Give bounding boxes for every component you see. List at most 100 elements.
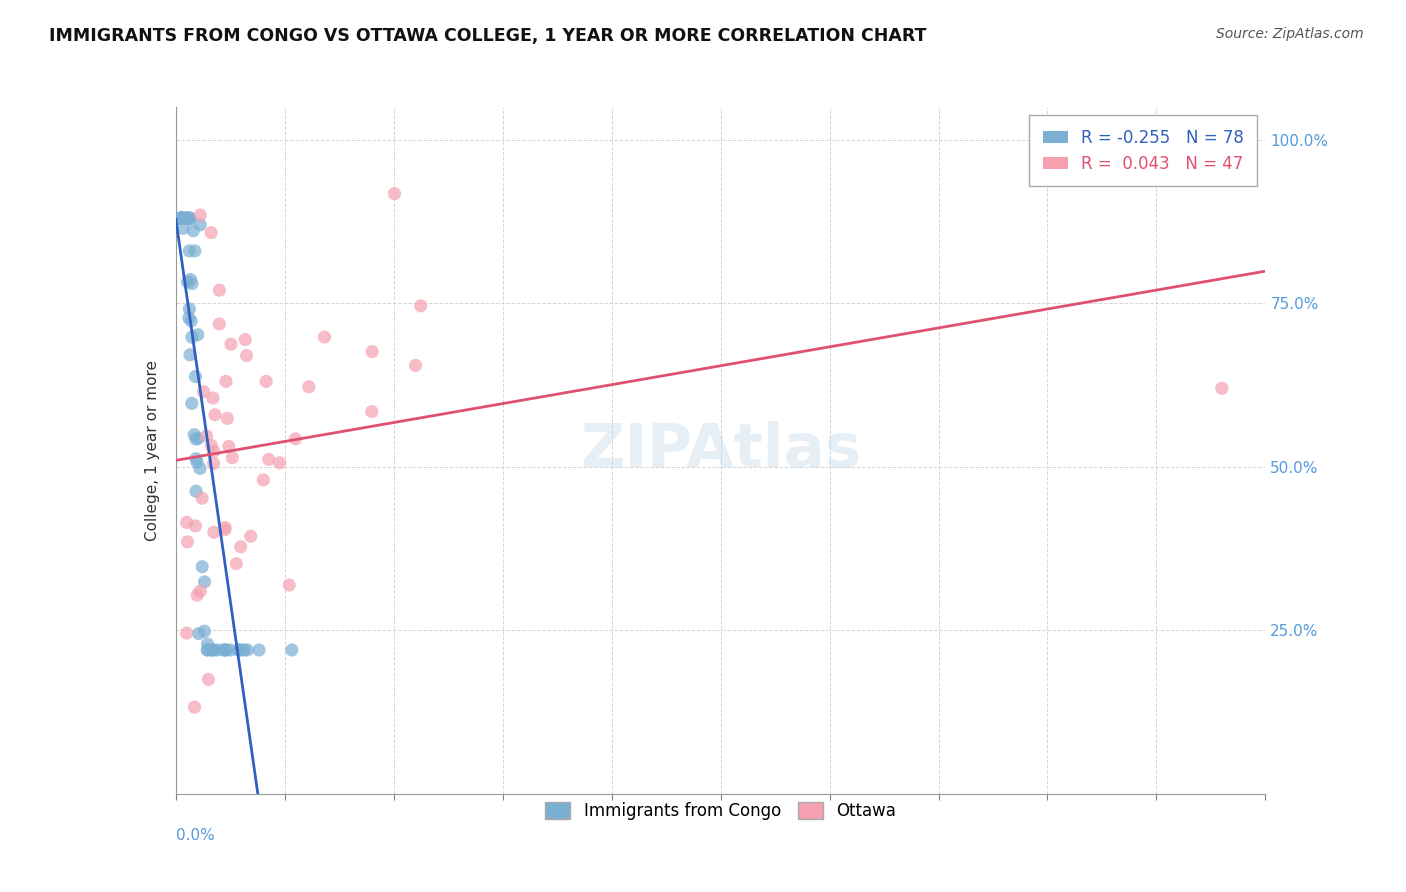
Point: [170, 211, 193, 226]
Point: [233, 643, 256, 657]
Point: [170, 211, 193, 226]
Point: [179, 244, 201, 258]
Point: [239, 529, 262, 543]
Point: [229, 540, 252, 554]
Point: [254, 375, 277, 389]
Point: [214, 643, 236, 657]
Point: [201, 643, 224, 657]
Point: [170, 211, 193, 226]
Point: [231, 643, 253, 657]
Point: [170, 211, 193, 226]
Point: [187, 432, 209, 446]
Point: [191, 491, 214, 506]
Point: [257, 452, 280, 467]
Point: [179, 211, 201, 226]
Point: [183, 700, 205, 714]
Point: [187, 626, 209, 640]
Point: [197, 673, 219, 687]
Text: Source: ZipAtlas.com: Source: ZipAtlas.com: [1216, 27, 1364, 41]
Point: [179, 301, 201, 316]
Point: [172, 211, 194, 226]
Point: [197, 643, 219, 657]
Point: [361, 344, 384, 359]
Point: [235, 349, 257, 363]
Point: [217, 411, 239, 425]
Point: [212, 643, 235, 657]
Point: [186, 588, 208, 602]
Point: [1211, 381, 1233, 395]
Point: [200, 643, 222, 657]
Point: [176, 275, 198, 289]
Point: [176, 534, 198, 549]
Point: [176, 626, 198, 640]
Point: [173, 211, 195, 226]
Point: [208, 283, 231, 297]
Point: [197, 637, 219, 651]
Point: [170, 211, 193, 226]
Point: [173, 211, 195, 226]
Point: [215, 375, 238, 389]
Point: [184, 369, 207, 384]
Point: [195, 429, 218, 443]
Point: [170, 211, 193, 226]
Point: [360, 404, 382, 418]
Point: [202, 525, 225, 540]
Point: [188, 461, 211, 475]
Point: [208, 317, 231, 331]
Point: [228, 643, 250, 657]
Point: [176, 211, 198, 226]
Point: [204, 408, 226, 422]
Point: [170, 211, 193, 226]
Legend: Immigrants from Congo, Ottawa: Immigrants from Congo, Ottawa: [538, 796, 903, 827]
Point: [170, 211, 193, 226]
Point: [219, 643, 242, 657]
Point: [188, 218, 211, 232]
Point: [218, 439, 240, 453]
Point: [177, 310, 200, 325]
Point: [207, 643, 229, 657]
Point: [173, 211, 195, 226]
Point: [184, 484, 207, 499]
Text: 0.0%: 0.0%: [176, 828, 215, 843]
Point: [177, 211, 200, 226]
Point: [233, 333, 256, 347]
Point: [284, 432, 307, 446]
Point: [173, 211, 195, 226]
Point: [191, 559, 214, 574]
Point: [384, 186, 406, 201]
Point: [236, 643, 259, 657]
Point: [219, 337, 242, 351]
Point: [184, 451, 207, 466]
Point: [221, 450, 243, 465]
Point: [170, 211, 193, 226]
Point: [195, 643, 218, 657]
Y-axis label: College, 1 year or more: College, 1 year or more: [145, 360, 160, 541]
Point: [180, 272, 202, 286]
Point: [170, 211, 193, 226]
Point: [193, 624, 215, 639]
Point: [281, 643, 304, 657]
Point: [170, 211, 193, 226]
Point: [170, 211, 193, 226]
Point: [202, 444, 225, 458]
Point: [405, 359, 427, 373]
Point: [225, 557, 247, 571]
Point: [214, 523, 236, 537]
Point: [278, 578, 301, 592]
Point: [193, 574, 215, 589]
Point: [298, 380, 321, 394]
Point: [200, 226, 222, 240]
Point: [202, 457, 225, 471]
Point: [193, 384, 215, 399]
Point: [177, 211, 200, 226]
Point: [183, 427, 205, 442]
Point: [200, 438, 222, 452]
Text: ZIPAtlas: ZIPAtlas: [581, 421, 860, 480]
Point: [176, 211, 198, 226]
Point: [184, 432, 207, 446]
Point: [201, 391, 224, 405]
Point: [179, 211, 201, 226]
Point: [188, 584, 211, 599]
Point: [202, 643, 225, 657]
Point: [180, 314, 202, 328]
